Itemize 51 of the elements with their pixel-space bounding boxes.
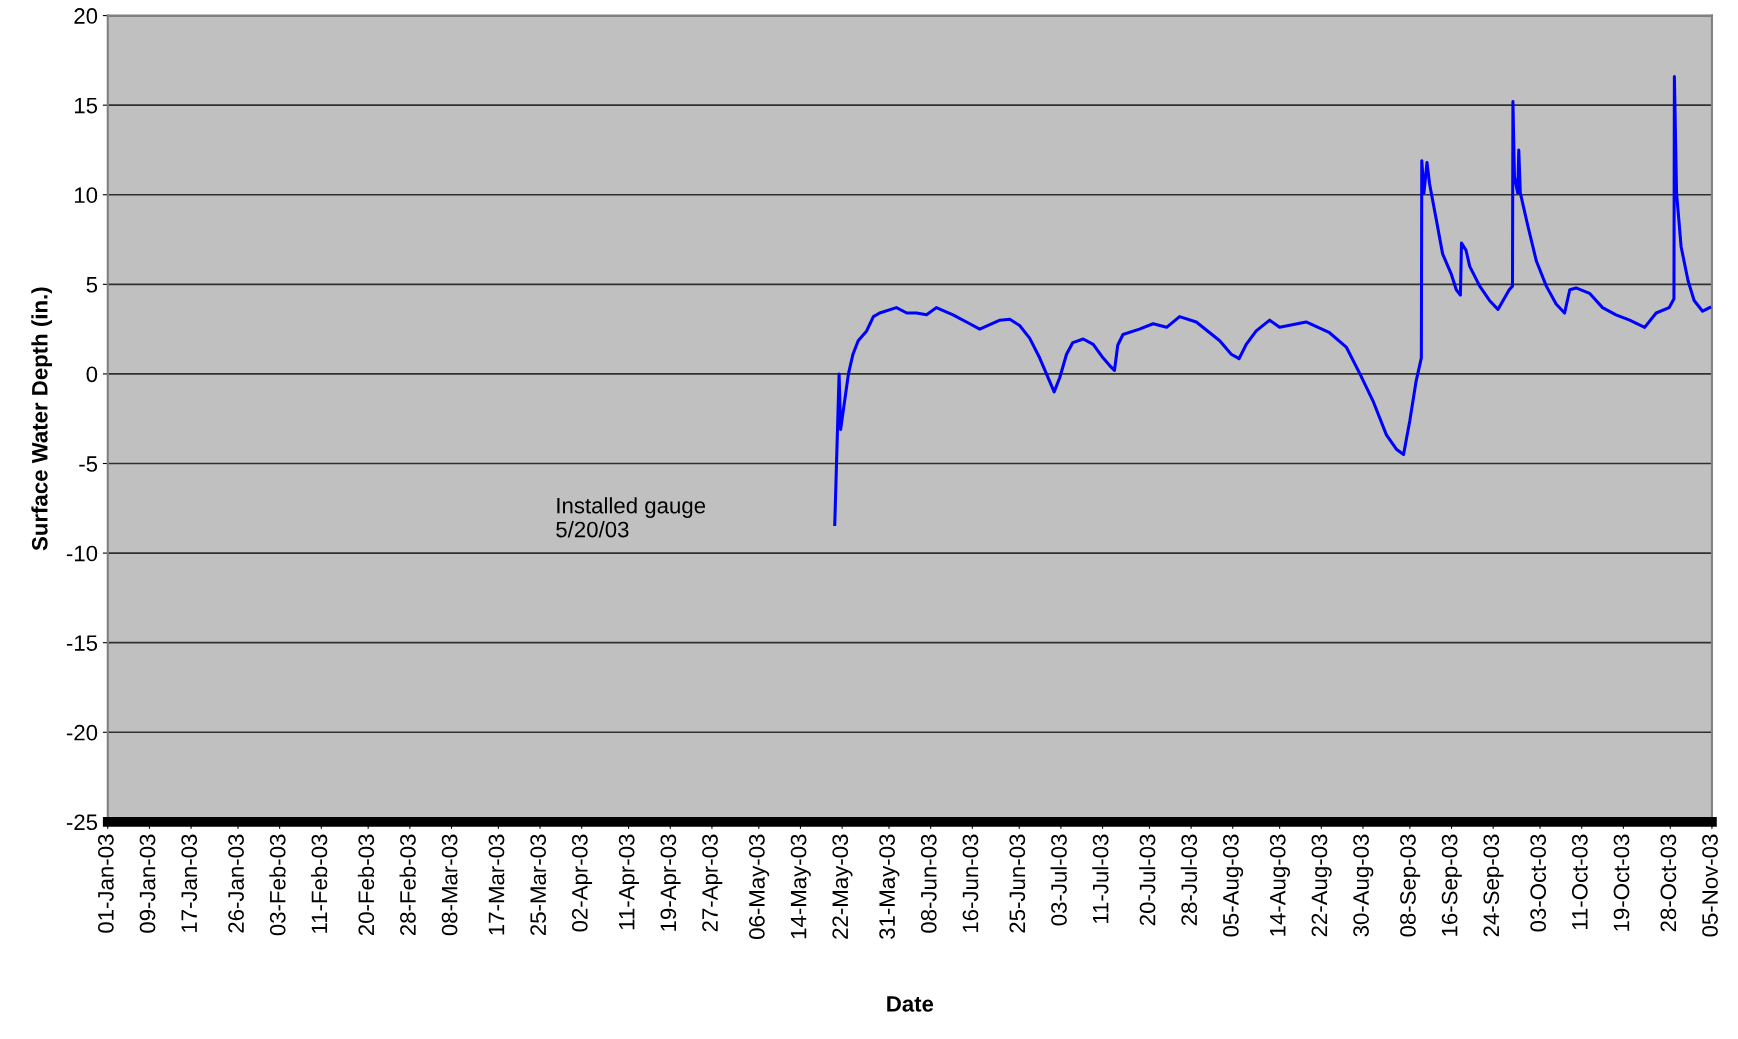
y-tick-label: 20	[74, 8, 98, 24]
y-tick-label: -5	[79, 456, 98, 472]
x-tick-label: 20-Jul-03	[1139, 834, 1156, 926]
x-axis-title: Date	[887, 996, 934, 1012]
y-axis-title: Surface Water Depth (in.)	[31, 287, 53, 551]
y-tick-label: -10	[66, 545, 98, 562]
x-tick-label: 24-Sep-03	[1483, 834, 1504, 937]
x-tick-label: 25-Jun-03	[1009, 834, 1026, 933]
x-tick-label: 20-Feb-03	[357, 834, 375, 936]
x-tick-label: 26-Jan-03	[228, 834, 244, 933]
x-tick-label: 31-May-03	[879, 834, 900, 940]
y-tick-label: -15	[66, 635, 98, 651]
x-tick-label: 08-Jun-03	[920, 834, 937, 933]
x-tick-label: 03-Feb-03	[269, 834, 286, 936]
y-tick-label: -25	[66, 814, 98, 831]
x-tick-label: 08-Sep-03	[1400, 834, 1421, 937]
y-tick-label: 0	[86, 366, 98, 383]
x-tick-label: 01-Jan-03	[97, 834, 114, 933]
x-tick-label: 05-Nov-03	[1702, 834, 1718, 937]
x-tick-label: 17-Jan-03	[181, 834, 198, 933]
x-tick-label: 22-Aug-03	[1311, 834, 1332, 937]
x-tick-label: 03-Oct-03	[1530, 834, 1547, 932]
x-tick-label: 03-Jul-03	[1050, 834, 1067, 926]
x-tick-label: 28-Feb-03	[399, 834, 416, 936]
x-tick-label: 14-Aug-03	[1269, 834, 1290, 936]
x-tick-label: 28-Oct-03	[1660, 834, 1677, 932]
x-tick-label: 05-Aug-03	[1222, 834, 1244, 937]
x-tick-label: 19-Apr-03	[660, 834, 681, 931]
y-tick-label: 15	[75, 97, 98, 114]
x-tick-label: 11-Oct-03	[1571, 834, 1588, 930]
x-tick-label: 09-Jan-03	[139, 834, 156, 933]
x-tick-label: 11-Jul-03	[1092, 834, 1109, 923]
y-tick-label: 5	[86, 277, 98, 293]
x-tick-label: 28-Jul-03	[1180, 834, 1198, 926]
x-tick-label: 25-Mar-03	[530, 834, 547, 936]
x-tick-label: 27-Apr-03	[702, 834, 723, 932]
x-tick-label: 17-Mar-03	[488, 834, 505, 935]
x-tick-label: 06-May-03	[749, 834, 770, 939]
x-tick-label: 08-Mar-03	[441, 834, 458, 936]
x-tick-label: 11-Apr-03	[618, 834, 639, 930]
x-tick-label: 11-Feb-03	[310, 834, 328, 933]
x-tick-label: 02-Apr-03	[571, 834, 593, 932]
y-tick-label: -20	[66, 724, 98, 741]
x-tick-label: 19-Oct-03	[1613, 834, 1630, 931]
x-tick-label: 14-May-03	[790, 834, 811, 939]
y-tick-label: 10	[75, 187, 98, 204]
x-tick-label: 22-May-03	[832, 834, 853, 939]
x-tick-label: 16-Jun-03	[962, 834, 979, 933]
annotation: Installed gauge 5/20/03	[556, 497, 706, 538]
x-tick-label: 30-Aug-03	[1353, 834, 1374, 937]
x-tick-label: 16-Sep-03	[1441, 834, 1462, 936]
